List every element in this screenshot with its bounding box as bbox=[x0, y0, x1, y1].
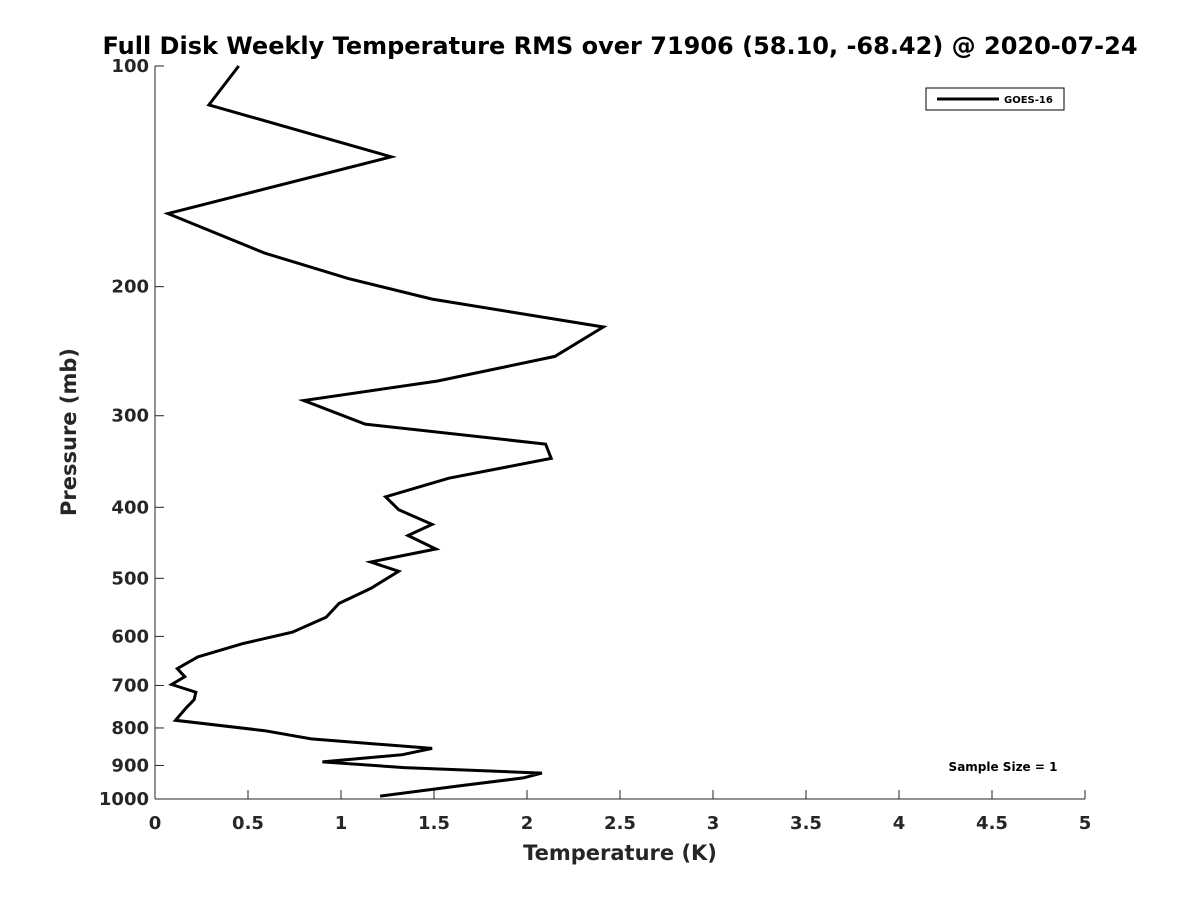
y-tick-label: 900 bbox=[111, 755, 149, 776]
y-tick-label: 100 bbox=[111, 56, 149, 77]
legend: GOES-16 bbox=[925, 87, 1065, 111]
x-tick-label: 2.5 bbox=[604, 813, 636, 834]
x-tick-label: 5 bbox=[1079, 813, 1092, 834]
y-tick-label: 800 bbox=[111, 718, 149, 739]
legend-label-goes-16: GOES-16 bbox=[1004, 95, 1053, 106]
y-tick-label: 700 bbox=[111, 675, 149, 696]
y-tick-label: 400 bbox=[111, 497, 149, 518]
y-tick-label: 500 bbox=[111, 568, 149, 589]
y-tick-label: 1000 bbox=[99, 789, 149, 810]
x-tick-label: 3.5 bbox=[790, 813, 822, 834]
x-tick-label: 4 bbox=[893, 813, 906, 834]
y-axis-label: Pressure (mb) bbox=[57, 348, 81, 516]
x-tick-label: 4.5 bbox=[976, 813, 1008, 834]
x-axis-label: Temperature (K) bbox=[523, 841, 717, 865]
y-tick-label: 600 bbox=[111, 626, 149, 647]
chart-title: Full Disk Weekly Temperature RMS over 71… bbox=[102, 32, 1137, 60]
x-tick-label: 3 bbox=[707, 813, 720, 834]
x-tick-label: 2 bbox=[521, 813, 534, 834]
sample-size-annotation: Sample Size = 1 bbox=[949, 760, 1058, 774]
y-tick-label: 200 bbox=[111, 277, 149, 298]
x-tick-label: 0 bbox=[149, 813, 162, 834]
x-tick-label: 0.5 bbox=[232, 813, 264, 834]
x-tick-label: 1 bbox=[335, 813, 348, 834]
y-tick-label: 300 bbox=[111, 406, 149, 427]
series-line-goes-16 bbox=[163, 65, 608, 798]
x-tick-label: 1.5 bbox=[418, 813, 450, 834]
ticks: 0 0.5 1 1.5 2 2.5 3 3.5 4 4.5 5 100 200 300 400 500 600 7… bbox=[99, 56, 1091, 834]
series bbox=[163, 65, 608, 798]
